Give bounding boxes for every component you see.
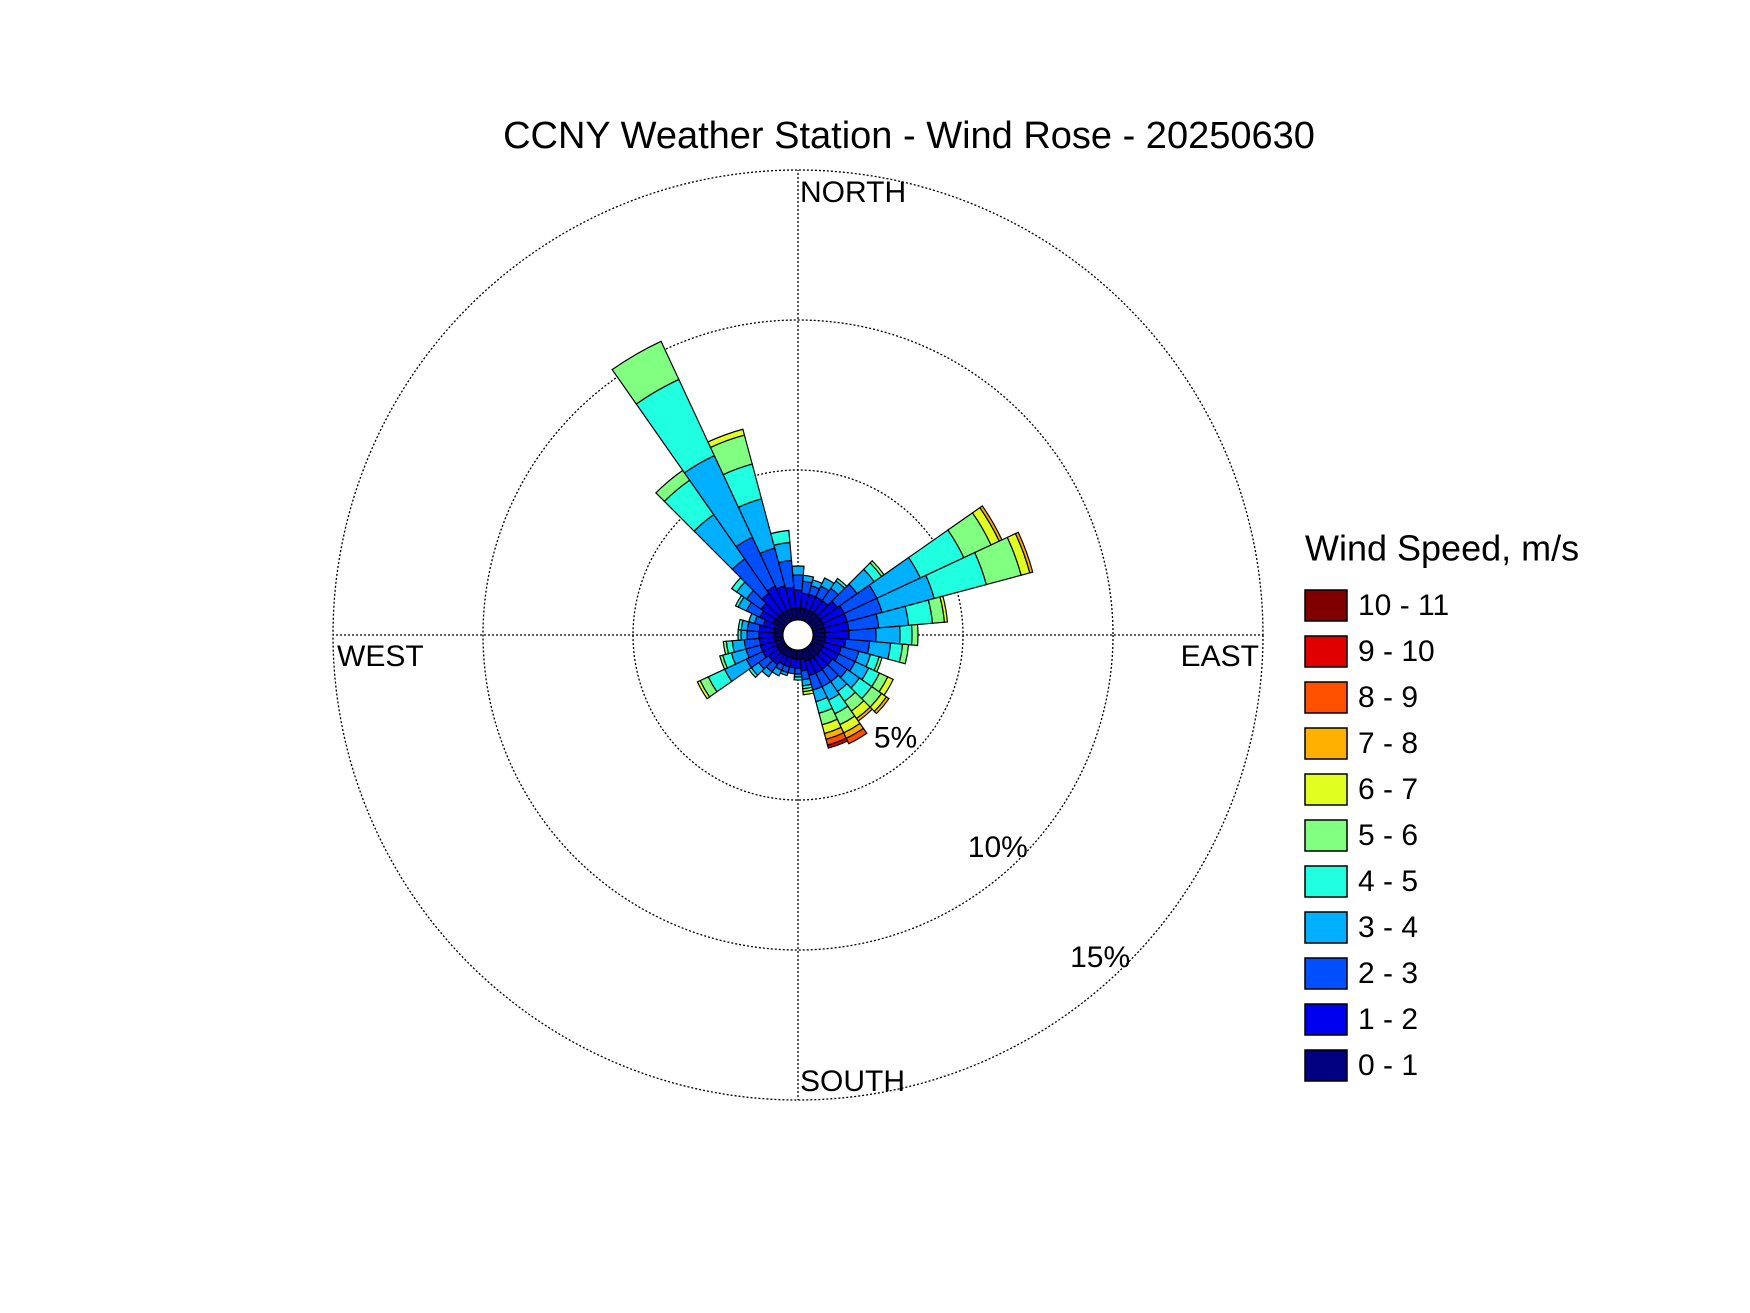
legend-label: 10 - 11	[1358, 589, 1449, 622]
legend-label: 6 - 7	[1358, 773, 1418, 806]
legend-label: 1 - 2	[1358, 1003, 1418, 1036]
legend-label: 4 - 5	[1358, 865, 1418, 898]
wedge	[793, 676, 803, 681]
grid-ring	[632, 469, 964, 801]
legend-label: 2 - 3	[1358, 957, 1418, 990]
legend-swatch	[1304, 727, 1348, 760]
legend-label: 7 - 8	[1358, 727, 1418, 760]
chart-title: CCNY Weather Station - Wind Rose - 20250…	[503, 115, 1315, 157]
center-hole	[782, 619, 814, 651]
r-tick-label: 5%	[874, 722, 917, 755]
legend-swatch	[1304, 589, 1348, 622]
grid-ring	[482, 319, 1114, 951]
direction-label: EAST	[1181, 640, 1259, 673]
wedge	[722, 640, 730, 656]
wedge	[740, 629, 748, 641]
wedge	[875, 625, 901, 645]
legend-swatch	[1304, 635, 1348, 668]
wedge	[611, 340, 680, 405]
wedge	[826, 737, 849, 749]
wedge	[1014, 531, 1034, 574]
wedge	[845, 727, 868, 745]
wedge	[873, 696, 890, 715]
direction-label: NORTH	[800, 176, 906, 209]
grid-ring	[332, 169, 1264, 1101]
legend-swatch	[1304, 957, 1348, 990]
legend-swatch	[1304, 1003, 1348, 1036]
direction-label: WEST	[337, 640, 424, 673]
legend-swatch	[1304, 819, 1348, 852]
wedge	[898, 624, 913, 646]
legend-title: Wind Speed, m/s	[1305, 528, 1579, 569]
wedge	[719, 654, 729, 671]
wedge	[707, 428, 746, 449]
legend-swatch	[1304, 1049, 1348, 1082]
r-tick-label: 10%	[968, 831, 1028, 864]
legend-label: 5 - 6	[1358, 819, 1418, 852]
wedge	[791, 565, 805, 576]
wedge	[898, 643, 910, 665]
wedge	[802, 574, 815, 584]
wedge	[939, 595, 949, 623]
legend-label: 0 - 1	[1358, 1049, 1418, 1082]
wedge	[737, 629, 742, 641]
legend-label: 8 - 9	[1358, 681, 1418, 714]
legend-swatch	[1304, 681, 1348, 714]
wedge	[910, 623, 919, 647]
legend-label: 3 - 4	[1358, 911, 1418, 944]
wedge	[696, 679, 711, 700]
wedge	[802, 689, 815, 696]
r-tick-label: 15%	[1070, 941, 1130, 974]
legend-label: 9 - 10	[1358, 635, 1435, 668]
wedge	[737, 618, 744, 631]
legend-swatch	[1304, 773, 1348, 806]
direction-label: SOUTH	[800, 1065, 905, 1098]
legend-swatch	[1304, 865, 1348, 898]
legend-swatch	[1304, 911, 1348, 944]
wedge	[770, 529, 791, 546]
